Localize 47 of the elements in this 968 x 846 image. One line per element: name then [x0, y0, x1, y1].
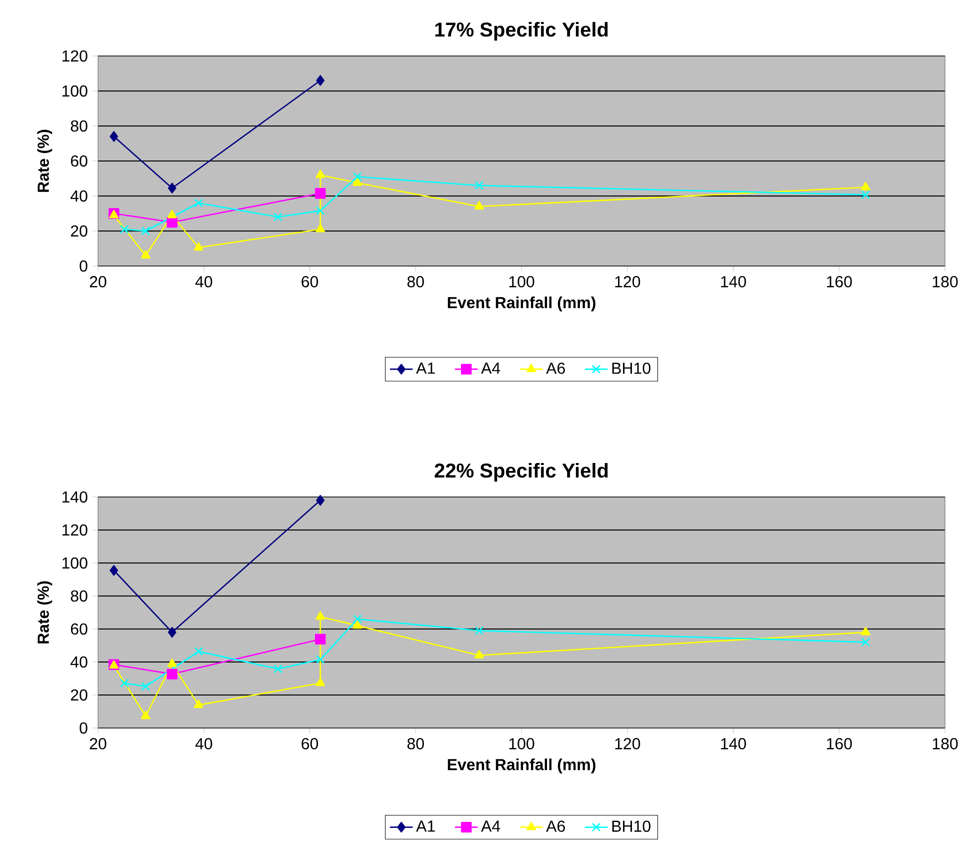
y-tick-label: 0	[80, 722, 88, 734]
legend-label: A4	[481, 820, 500, 832]
y-tick-label: 100	[62, 557, 88, 569]
y-tick-label: 40	[70, 190, 88, 202]
y-tick-label: 20	[70, 225, 88, 237]
x-tick-label: 60	[302, 276, 318, 288]
legend-label: A1	[416, 820, 435, 832]
y-tick-label: 120	[62, 524, 88, 536]
y-tick-label: 80	[70, 590, 88, 602]
x-axis-title: Event Rainfall (mm)	[448, 296, 596, 312]
y-tick-label: 120	[62, 50, 88, 62]
x-tick-label: 80	[407, 738, 424, 750]
chart-title: 22% Specific Yield	[434, 462, 608, 482]
y-tick-label: 80	[70, 120, 88, 132]
legend-label: A6	[546, 820, 565, 832]
y-tick-label: 20	[70, 689, 88, 701]
y-tick-label: 60	[70, 623, 88, 635]
x-tick-label: 40	[195, 276, 212, 288]
y-axis-title: Rate (%)	[37, 130, 52, 192]
legend-label: BH10	[612, 820, 650, 832]
x-tick-label: 20	[90, 276, 106, 288]
x-tick-label: 120	[615, 276, 640, 288]
legend-label: A1	[416, 362, 435, 374]
x-tick-label: 160	[826, 276, 852, 288]
x-tick-label: 40	[195, 738, 212, 750]
y-tick-label: 140	[62, 491, 88, 503]
x-tick-label: 20	[90, 738, 106, 750]
x-tick-label: 60	[302, 738, 318, 750]
x-tick-label: 100	[509, 738, 534, 750]
x-tick-label: 160	[826, 738, 852, 750]
legend-label: A4	[481, 362, 500, 374]
y-tick-label: 40	[70, 656, 88, 668]
x-tick-label: 100	[509, 276, 534, 288]
x-axis-title: Event Rainfall (mm)	[448, 758, 596, 774]
chart-title: 17% Specific Yield	[435, 22, 608, 41]
x-tick-label: 120	[615, 738, 640, 750]
legend-label: A6	[546, 362, 565, 374]
y-axis-title: Rate (%)	[37, 581, 52, 644]
x-tick-label: 140	[721, 276, 746, 288]
x-tick-label: 180	[932, 738, 958, 750]
y-tick-label: 60	[70, 155, 88, 167]
x-tick-label: 180	[932, 276, 958, 288]
y-tick-label: 0	[80, 260, 88, 272]
y-tick-label: 100	[62, 85, 88, 97]
legend-label: BH10	[612, 362, 650, 374]
x-tick-label: 80	[407, 276, 424, 288]
x-tick-label: 140	[721, 738, 746, 750]
